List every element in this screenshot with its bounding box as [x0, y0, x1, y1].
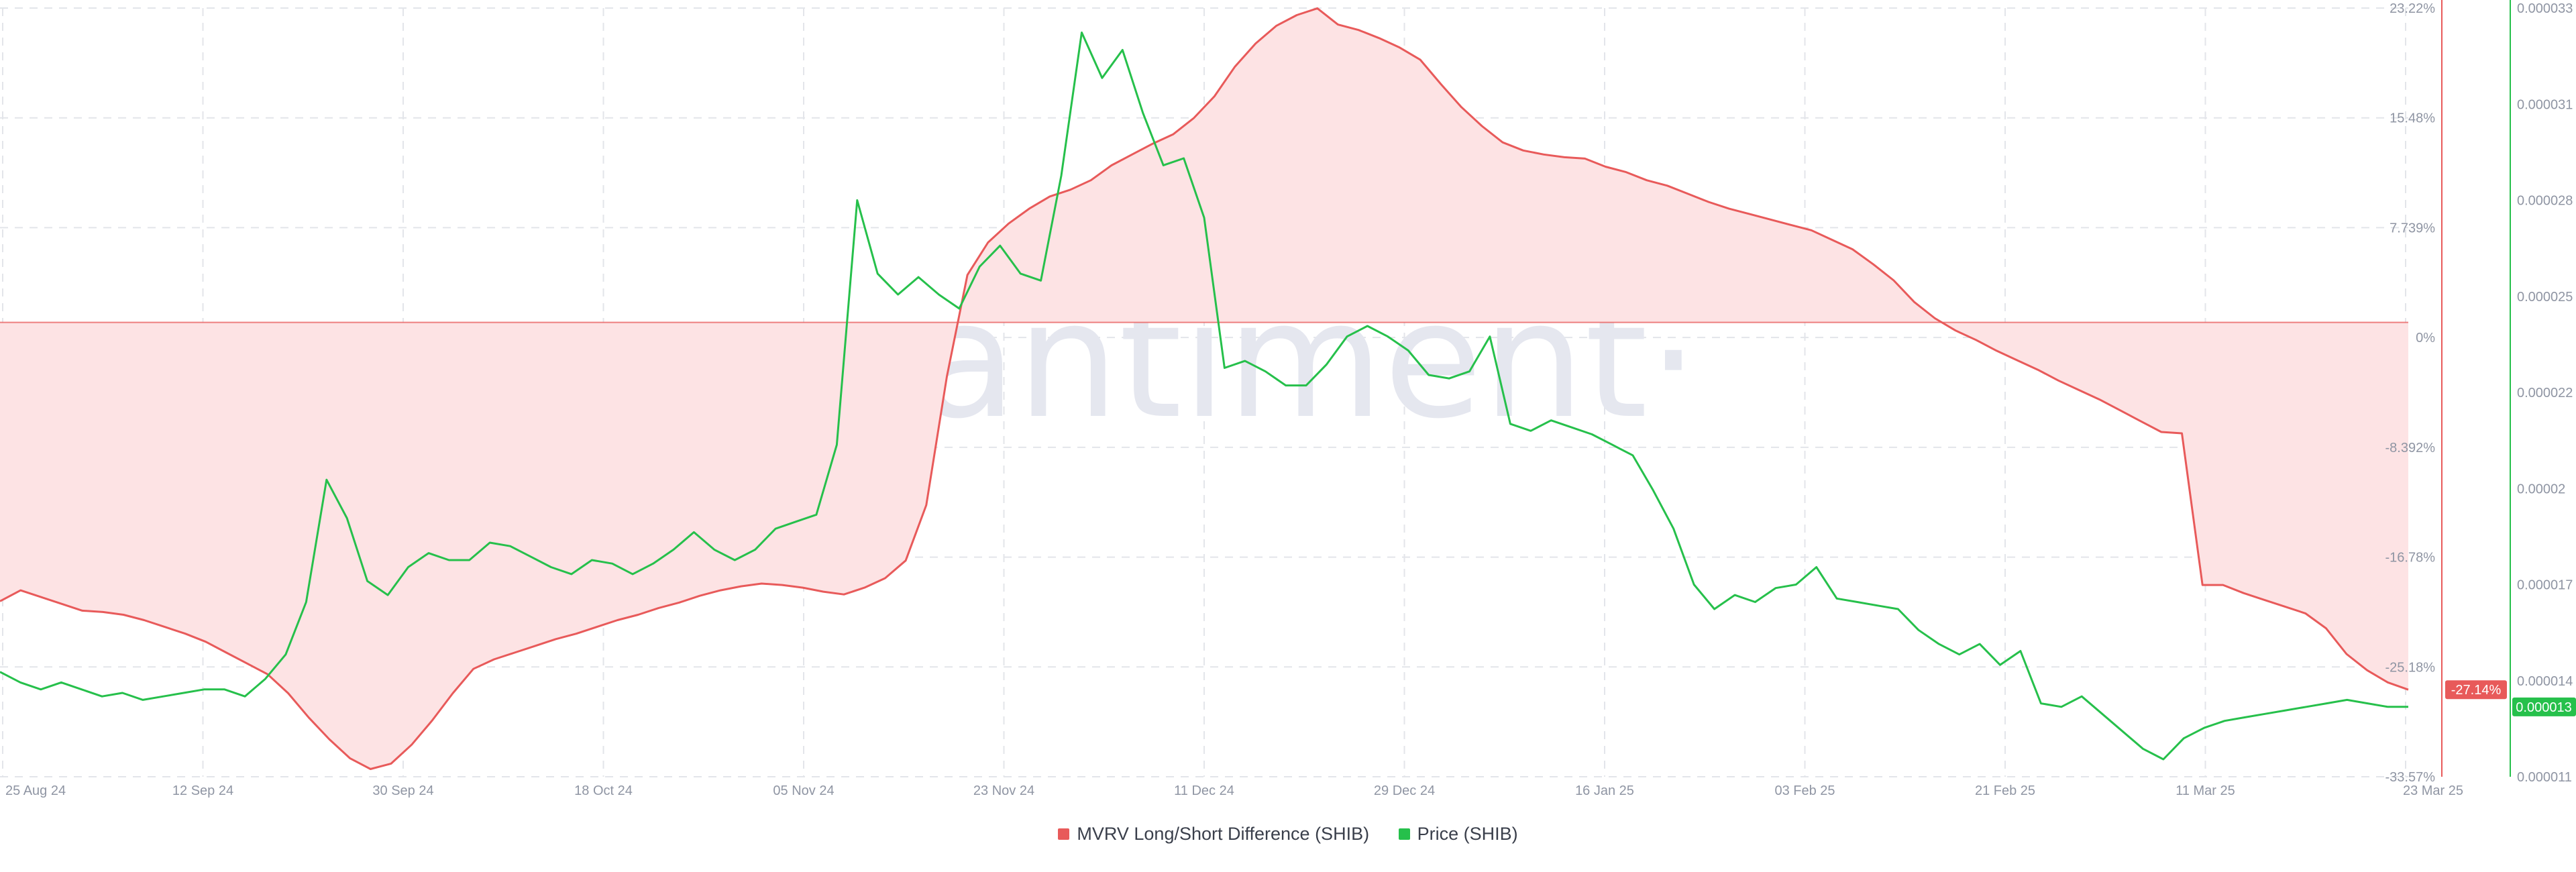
- x-tick-label: 21 Feb 25: [1975, 783, 2035, 798]
- mvrv-current-value: -27.14%: [2451, 683, 2502, 698]
- mvrv-current-badge: [2445, 680, 2507, 700]
- legend: MVRV Long/Short Difference (SHIB) Price …: [0, 824, 2576, 844]
- price-tick-label: 0.000031: [2517, 97, 2573, 112]
- mvrv-tick-label: -25.18%: [2385, 660, 2436, 675]
- price-axis-ticks: 0.000033 0.000031 0.000028 0.000025 0.000022…: [2517, 1, 2573, 785]
- x-tick-label: 05 Nov 24: [773, 783, 834, 798]
- mvrv-line: [0, 7, 2409, 770]
- x-tick-label: 11 Mar 25: [2176, 783, 2235, 798]
- mvrv-tick-label: -16.78%: [2385, 551, 2436, 565]
- mvrv-axis-ticks: 23.22% 15.48% 7.739% 0% -8.392% -16.78% -25.18…: [2385, 1, 2436, 785]
- x-tick-label: 16 Jan 25: [1575, 783, 1634, 798]
- legend-item-mvrv[interactable]: MVRV Long/Short Difference (SHIB): [1058, 824, 1369, 844]
- x-tick-label: 25 Aug 24: [5, 783, 66, 798]
- price-tick-label: 0.000028: [2517, 194, 2573, 209]
- price-tick-label: 0.000022: [2517, 386, 2573, 400]
- x-tick-label: 29 Dec 24: [1374, 783, 1435, 798]
- x-tick-label: 11 Dec 24: [1174, 783, 1234, 798]
- legend-swatch-mvrv: [1058, 828, 1070, 840]
- price-tick-label: 0.000033: [2517, 1, 2573, 16]
- x-tick-label: 23 Mar 25: [2403, 783, 2463, 798]
- price-line: [0, 32, 2408, 761]
- price-tick-label: 0.000017: [2517, 578, 2573, 593]
- price-tick-label: 0.000025: [2517, 290, 2573, 305]
- legend-item-price[interactable]: Price (SHIB): [1398, 824, 1518, 844]
- mvrv-tick-label: 23.22%: [2390, 1, 2435, 16]
- price-current-value: 0.000013: [2516, 700, 2571, 715]
- mvrv-tick-label: 15.48%: [2390, 111, 2435, 126]
- mvrv-tick-label: -33.57%: [2385, 770, 2436, 785]
- legend-label-price: Price (SHIB): [1417, 824, 1518, 844]
- x-tick-label: 03 Feb 25: [1774, 783, 1835, 798]
- x-tick-label: 23 Nov 24: [973, 783, 1034, 798]
- mvrv-area: [0, 8, 2408, 769]
- price-tick-label: 0.00002: [2517, 482, 2565, 496]
- price-tick-label: 0.000014: [2517, 674, 2573, 689]
- x-tick-label: 18 Oct 24: [574, 783, 633, 798]
- mvrv-tick-label: 7.739%: [2390, 221, 2435, 235]
- legend-label-mvrv: MVRV Long/Short Difference (SHIB): [1077, 824, 1370, 844]
- price-current-badge: [2512, 697, 2576, 716]
- current-value-labels: -27.14% 0.000013: [2445, 680, 2576, 716]
- legend-swatch-price: [1398, 828, 1410, 840]
- mvrv-tick-label: -8.392%: [2385, 441, 2436, 455]
- x-axis-ticks: 25 Aug 24 12 Sep 24 30 Sep 24 18 Oct 24 05 N…: [5, 783, 2463, 798]
- x-tick-label: 30 Sep 24: [372, 783, 433, 798]
- x-tick-label: 12 Sep 24: [172, 783, 233, 798]
- price-tick-label: 0.000011: [2517, 770, 2572, 785]
- mvrv-tick-label: 0%: [2416, 331, 2435, 345]
